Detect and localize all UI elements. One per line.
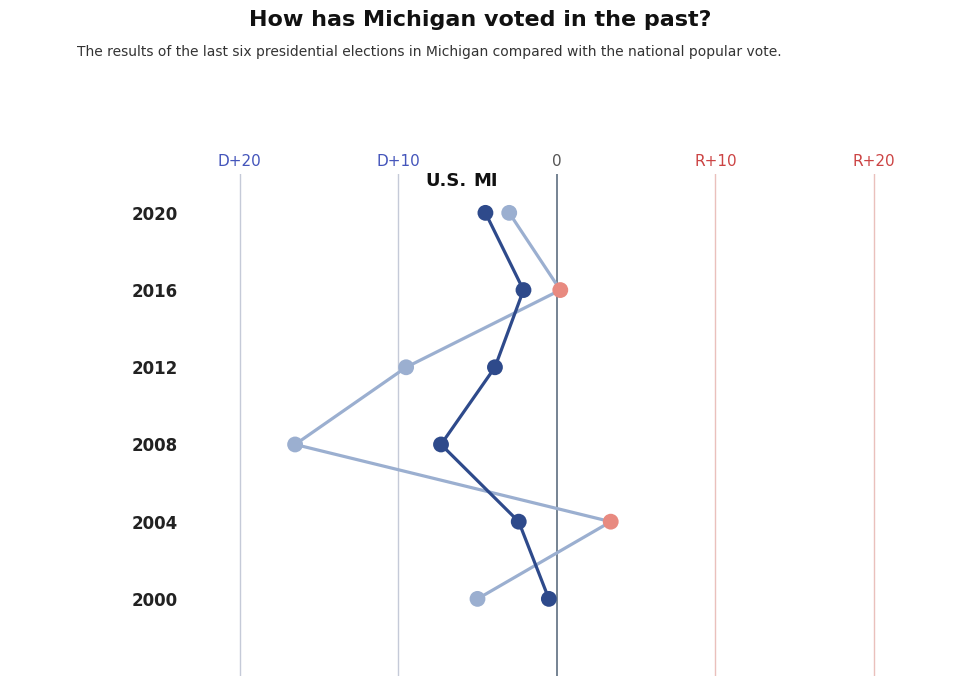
Point [541, 593, 557, 604]
Point [553, 284, 568, 296]
Point [287, 439, 302, 450]
Point [478, 207, 493, 218]
Point [398, 362, 414, 373]
Text: How has Michigan voted in the past?: How has Michigan voted in the past? [249, 10, 711, 31]
Text: U.S.: U.S. [425, 171, 467, 190]
Point [501, 207, 516, 218]
Point [488, 362, 503, 373]
Text: The results of the last six presidential elections in Michigan compared with the: The results of the last six presidential… [77, 45, 781, 59]
Point [511, 516, 526, 527]
Point [603, 516, 618, 527]
Point [433, 439, 448, 450]
Text: MI: MI [473, 171, 497, 190]
Point [469, 593, 485, 604]
Point [516, 284, 531, 296]
